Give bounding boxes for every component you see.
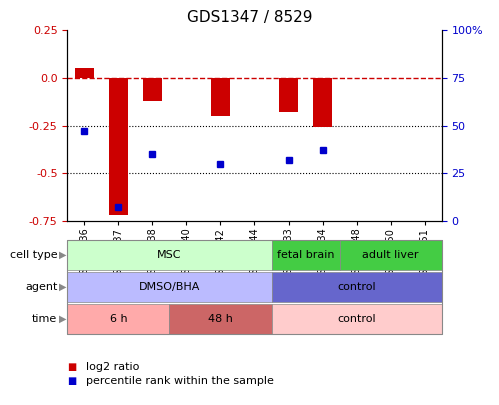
Text: ▶: ▶ [59,282,66,292]
Text: percentile rank within the sample: percentile rank within the sample [86,376,274,386]
Bar [143,78,162,101]
Text: cell type: cell type [10,250,57,260]
Text: adult liver: adult liver [362,250,419,260]
Text: MSC: MSC [157,250,182,260]
Text: ■: ■ [67,376,77,386]
Text: 48 h: 48 h [208,314,233,324]
Bar [211,78,230,116]
Text: ▶: ▶ [59,314,66,324]
Text: time: time [32,314,57,324]
Bar [109,78,128,215]
Text: log2 ratio: log2 ratio [86,362,140,371]
Text: control: control [337,314,376,324]
Text: ▶: ▶ [59,250,66,260]
Bar [279,78,298,112]
Bar [313,78,332,128]
Text: GDS1347 / 8529: GDS1347 / 8529 [187,10,312,25]
Text: control: control [337,282,376,292]
Text: fetal brain: fetal brain [277,250,334,260]
Text: agent: agent [25,282,57,292]
Text: ■: ■ [67,362,77,371]
Text: DMSO/BHA: DMSO/BHA [139,282,200,292]
Bar [75,68,94,78]
Text: 6 h: 6 h [110,314,127,324]
